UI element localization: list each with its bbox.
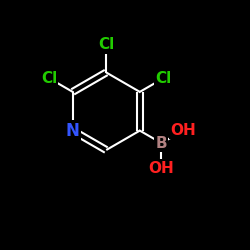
Text: B: B — [156, 136, 167, 150]
Text: Cl: Cl — [41, 70, 57, 86]
Text: OH: OH — [170, 123, 196, 138]
Text: Cl: Cl — [156, 70, 172, 86]
Text: Cl: Cl — [98, 38, 114, 52]
Text: N: N — [66, 122, 80, 140]
Text: OH: OH — [148, 161, 174, 176]
